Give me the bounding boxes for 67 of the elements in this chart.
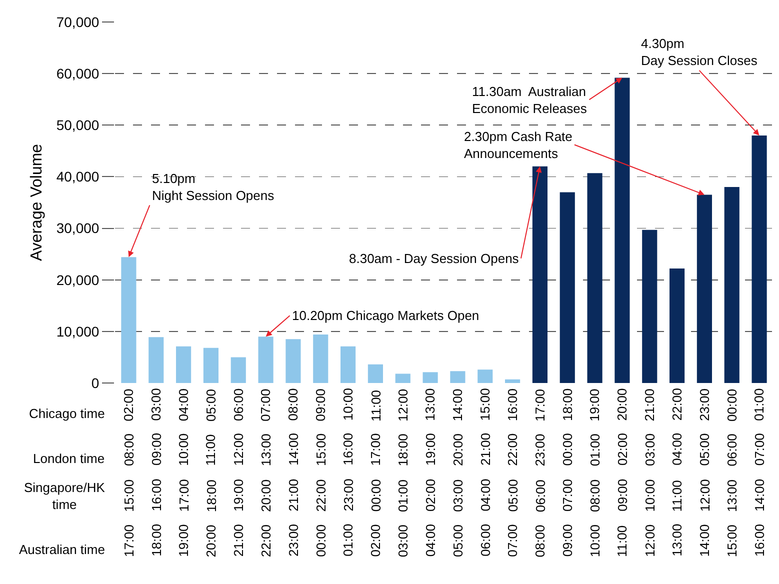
bar — [313, 334, 328, 383]
x-tick-label: 22:00 04:00 11:00 13:00 — [669, 388, 685, 556]
x-tick-label: 12:00 18:00 01:00 03:00 — [395, 388, 411, 558]
x-tick-label: 23:00 05:00 12:00 14:00 — [696, 388, 712, 557]
bar — [560, 192, 575, 383]
x-tick-label: 18:00 00:00 07:00 09:00 — [560, 388, 576, 557]
bar — [148, 337, 164, 383]
x-tick-label: 19:00 01:00 08:00 10:00 — [587, 388, 603, 558]
x-tick-label: 21:00 03:00 10:00 12:00 — [642, 388, 658, 557]
x-tick-label: 13:00 19:00 02:00 04:00 — [422, 388, 438, 557]
x-tick-label: 01:00 07:00 14:00 16:00 — [752, 388, 768, 557]
bar — [176, 346, 192, 383]
annotation: 2.30pm Cash Rate Announcements — [464, 129, 572, 161]
x-tick-label: 11:00 17:00 00:00 02:00 — [368, 390, 384, 557]
x-tick-label: 04:00 10:00 17:00 19:00 — [176, 388, 192, 557]
x-tick-label: 00:00 06:00 13:00 15:00 — [724, 388, 740, 558]
annotation: 10.20pm Chicago Markets Open — [292, 308, 480, 323]
x-tick-label: 17:00 23:00 06:00 08:00 — [532, 388, 548, 558]
bar — [478, 370, 493, 383]
y-tick-label: 60,000 — [56, 65, 100, 82]
x-tick-label: 09:00 15:00 22:00 00:00 — [313, 388, 328, 557]
bar — [724, 187, 740, 383]
y-tick-label: 30,000 — [56, 220, 100, 236]
y-tick-label: 20,000 — [56, 272, 100, 288]
annotation: 4.30pm Day Session Closes — [641, 36, 758, 68]
x-tick-label: 15:00 21:00 04:00 06:00 — [478, 388, 493, 556]
bar — [505, 379, 520, 383]
y-tick-label: 0 — [91, 374, 100, 391]
x-tick-label: 14:00 20:00 03:00 05:00 — [450, 388, 466, 558]
text: Singapore/HK time — [24, 480, 106, 512]
x-tick-label: 10:00 16:00 23:00 01:00 — [340, 388, 356, 556]
annotation: 8.30am - Day Session Opens — [349, 251, 520, 266]
text: Chicago time — [29, 406, 105, 421]
bar — [258, 336, 274, 383]
x-tick-label: 20:00 02:00 09:00 11:00 — [614, 388, 630, 558]
y-axis-title: Average Volume — [28, 144, 46, 262]
x-tick-label: 05:00 11:00 18:00 20:00 — [203, 388, 219, 558]
bar — [286, 339, 301, 383]
bar — [752, 135, 767, 383]
x-tick-label: 03:00 09:00 16:00 18:00 — [148, 388, 164, 556]
x-tick-label: 16:00 22:00 05:00 07:00 — [504, 388, 520, 557]
bar — [532, 166, 548, 383]
annotation: 11.30am Australian Economic Releases — [472, 84, 588, 116]
bar — [203, 348, 218, 383]
bar — [670, 268, 685, 383]
bar — [422, 372, 438, 383]
x-tick-label: 07:00 13:00 20:00 22:00 — [258, 388, 274, 558]
y-tick-label: 50,000 — [56, 117, 100, 134]
bar — [395, 374, 410, 383]
y-tick-label: 70,000 — [56, 14, 100, 30]
bar — [368, 364, 383, 383]
text: Australian time — [19, 542, 105, 557]
y-tick-label: 40,000 — [56, 168, 100, 185]
bar — [121, 257, 136, 383]
text: London time — [33, 451, 105, 466]
bar — [587, 173, 602, 383]
bar — [696, 194, 712, 383]
bar — [340, 346, 356, 383]
annotation: 5.10pm Night Session Opens — [152, 171, 275, 203]
bar — [642, 230, 658, 383]
x-tick-label: 02:00 08:00 15:00 17:00 — [121, 388, 137, 558]
x-tick-label: 08:00 14:00 21:00 23:00 — [286, 388, 302, 557]
bar — [230, 357, 246, 383]
bar — [450, 371, 466, 383]
y-tick-label: 10,000 — [56, 323, 100, 340]
bar — [614, 78, 630, 383]
x-tick-label: 06:00 12:00 19:00 21:00 — [230, 388, 246, 557]
